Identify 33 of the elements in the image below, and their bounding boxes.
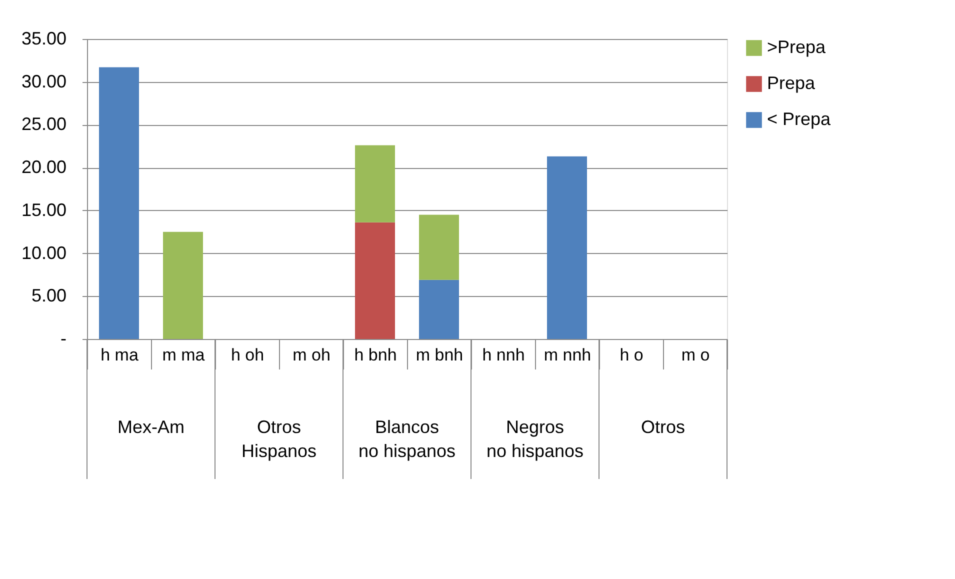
bar [163,232,203,339]
text: Blancos no hispanos [358,417,456,461]
bar [355,222,395,339]
bar [99,67,139,339]
y-tick-label: 15.00 [21,200,66,220]
x-tick-label: h o [620,346,644,364]
text: Otros [640,417,686,437]
x-tick-label: h ma [100,346,139,364]
y-tick-label: 5.00 [31,286,66,306]
legend-label: >Prepa [767,37,827,57]
y-tick-label: 25.00 [21,114,66,134]
text: Otros Hispanos [241,417,317,461]
x-tick-label: h oh [230,346,264,364]
bar [419,280,459,339]
legend-label: Prepa [767,73,816,93]
y-tick-label: - [60,328,66,348]
y-tick-label: 30.00 [21,71,66,92]
y-tick-label: 10.00 [21,242,66,263]
x-tick-label: m o [681,346,710,364]
legend-label: < Prepa [767,109,832,129]
x-tick-label: h bnh [354,346,397,364]
x-tick-label: m oh [292,346,330,364]
bar [419,214,459,280]
y-tick-label: 20.00 [21,157,66,178]
bar [547,156,587,339]
bar [355,145,395,222]
text: Mex-Am [118,417,184,437]
text: Negros no hispanos [486,417,584,461]
x-tick-label: m nnh [544,346,592,364]
x-tick-label: m bnh [416,346,464,364]
x-tick-label: h nnh [482,346,525,364]
x-tick-label: m ma [162,346,206,364]
y-tick-label: 35.00 [21,28,66,48]
